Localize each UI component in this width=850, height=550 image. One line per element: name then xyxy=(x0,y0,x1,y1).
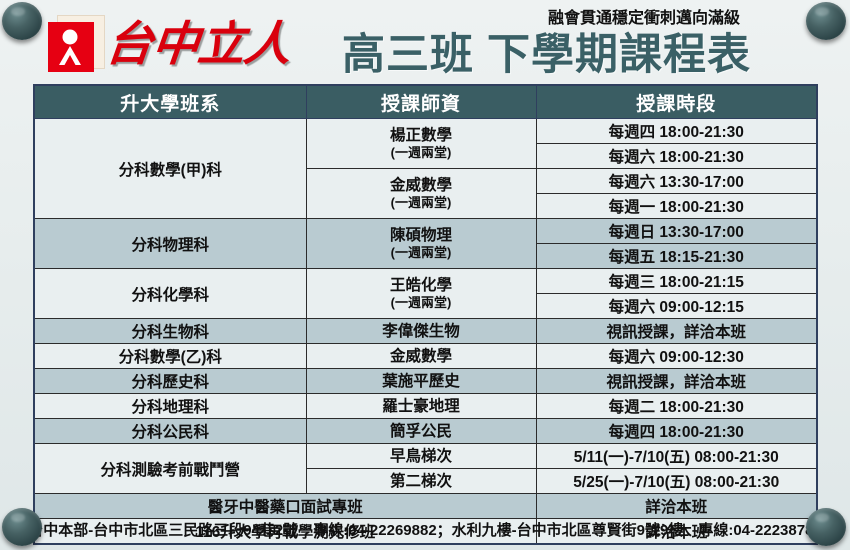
cell-teacher: 葉施平歷史 xyxy=(305,368,537,394)
column-header-teacher: 授課師資 xyxy=(305,84,537,119)
cell-teacher: 金威數學 (一週兩堂) xyxy=(305,168,537,219)
cell-subject: 分科生物科 xyxy=(33,318,307,344)
cell-teacher: 簡孚公民 xyxy=(305,418,537,444)
table-row: 分科生物科 李偉傑生物 視訊授課，詳洽本班 xyxy=(33,318,818,344)
table-row: 分科化學科 王皓化學 (一週兩堂) 每週三 18:00-21:15 xyxy=(33,268,818,319)
cell-time: 每週六 18:00-21:30 xyxy=(535,143,818,169)
person-figure-icon xyxy=(48,15,105,75)
cell-teacher: 楊正數學 (一週兩堂) xyxy=(305,118,537,169)
teacher-note: (一週兩堂) xyxy=(390,195,452,210)
cell-time: 詳洽本班 xyxy=(535,493,818,519)
table-header-row: 升大學班系 授課師資 授課時段 xyxy=(33,84,818,119)
table-row: 分科數學(乙)科 金威數學 每週六 09:00-12:30 xyxy=(33,343,818,369)
cell-time: 每週四 18:00-21:30 xyxy=(535,418,818,444)
cell-teacher: 羅士豪地理 xyxy=(305,393,537,419)
table-row: 分科地理科 羅士豪地理 每週二 18:00-21:30 xyxy=(33,393,818,419)
table-row: 分科物理科 陳碩物理 (一週兩堂) 每週日 13:30-17:00 xyxy=(33,218,818,269)
cell-program-name: 116升大學再戰學測先修班 xyxy=(33,518,537,545)
column-header-time: 授課時段 xyxy=(535,84,818,119)
table-row: 每週五 18:15-21:30 xyxy=(34,243,818,269)
brand-logo: 台中立人 xyxy=(48,15,293,75)
table-row: 分科測驗考前戰鬥營 早鳥梯次 5/11(一)-7/10(五) 08:00-21:30 xyxy=(33,443,818,494)
cell-time: 每週六 13:30-17:00 xyxy=(535,168,818,194)
cell-time: 5/25(一)-7/10(五) 08:00-21:30 xyxy=(535,468,818,494)
brand-name: 台中立人 xyxy=(103,17,293,72)
cell-time: 每週六 09:00-12:15 xyxy=(535,293,818,319)
cell-subject: 分科地理科 xyxy=(33,393,307,419)
footer-contact: 台中本部-台中市北區三民路三段94巷2號 專線:04-22269882；水利九樓… xyxy=(28,522,822,539)
corner-knob-bottom-right xyxy=(806,508,846,546)
cell-time: 每週二 18:00-21:30 xyxy=(535,393,818,419)
corner-knob-top-left xyxy=(2,2,42,40)
cell-program-name: 醫牙中醫藥口面試專班 xyxy=(33,493,537,519)
table-row: 分科公民科 簡孚公民 每週四 18:00-21:30 xyxy=(33,418,818,444)
cell-subject: 分科數學(甲)科 xyxy=(33,118,307,219)
cell-time: 每週一 18:00-21:30 xyxy=(535,193,818,219)
header-tagline: 融會貫通穩定衝刺邁向滿級 xyxy=(548,10,741,27)
cell-subject: 分科數學(乙)科 xyxy=(33,343,307,369)
schedule-table-body: 分科數學(甲)科 楊正數學 (一週兩堂) 每週四 18:00-21:30 每週六 18:… xyxy=(33,118,818,545)
cell-subject: 分科測驗考前戰鬥營 xyxy=(33,443,307,494)
page-header: 台中立人 融會貫通穩定衝刺邁向滿級 高三班 下學期課程表 xyxy=(0,0,850,84)
cell-subject: 分科化學科 xyxy=(33,268,307,319)
teacher-note: (一週兩堂) xyxy=(390,245,452,260)
column-header-subject: 升大學班系 xyxy=(33,84,307,119)
corner-knob-top-right xyxy=(806,2,846,40)
page-title: 高三班 下學期課程表 xyxy=(342,31,751,79)
cell-time: 視訊授課，詳洽本班 xyxy=(535,368,818,394)
table-row: 分科數學(甲)科 楊正數學 (一週兩堂) 每週四 18:00-21:30 xyxy=(33,118,818,219)
schedule-table-wrapper: 升大學班系 授課師資 授課時段 分科數學(甲)科 楊正數學 (一週兩堂) 每週四 18… xyxy=(33,84,818,545)
cell-subject: 分科歷史科 xyxy=(33,368,307,394)
cell-teacher: 陳碩物理 (一週兩堂) xyxy=(305,218,537,269)
cell-time: 詳洽本班 xyxy=(535,518,818,545)
cell-teacher: 王皓化學 (一週兩堂) xyxy=(305,268,537,319)
cell-time: 每週三 18:00-21:15 xyxy=(535,268,818,294)
cell-teacher: 早鳥梯次 xyxy=(305,443,537,469)
cell-time: 每週四 18:00-21:30 xyxy=(535,118,818,144)
cell-teacher: 第二梯次 xyxy=(305,468,537,494)
table-row: 金威數學 (一週兩堂) 每週六 13:30-17:00 xyxy=(34,168,818,219)
cell-time: 每週五 18:15-21:30 xyxy=(535,243,818,269)
table-row: 每週一 18:00-21:30 xyxy=(34,193,818,219)
table-row: 116升大學再戰學測先修班 詳洽本班 xyxy=(33,518,818,545)
corner-knob-bottom-left xyxy=(2,508,42,546)
cell-subject: 分科公民科 xyxy=(33,418,307,444)
table-row: 每週六 09:00-12:15 xyxy=(34,293,818,319)
table-row: 分科歷史科 葉施平歷史 視訊授課，詳洽本班 xyxy=(33,368,818,394)
cell-subject: 分科物理科 xyxy=(33,218,307,269)
cell-time: 每週日 13:30-17:00 xyxy=(535,218,818,244)
cell-time: 視訊授課，詳洽本班 xyxy=(535,318,818,344)
cell-time: 5/11(一)-7/10(五) 08:00-21:30 xyxy=(535,443,818,469)
table-row: 醫牙中醫藥口面試專班 詳洽本班 xyxy=(33,493,818,519)
teacher-note: (一週兩堂) xyxy=(390,145,452,160)
cell-teacher: 金威數學 xyxy=(305,343,537,369)
schedule-table: 升大學班系 授課師資 授課時段 分科數學(甲)科 楊正數學 (一週兩堂) 每週四 18… xyxy=(33,84,818,545)
teacher-note: (一週兩堂) xyxy=(390,295,452,310)
cell-time: 每週六 09:00-12:30 xyxy=(535,343,818,369)
cell-teacher: 李偉傑生物 xyxy=(305,318,537,344)
